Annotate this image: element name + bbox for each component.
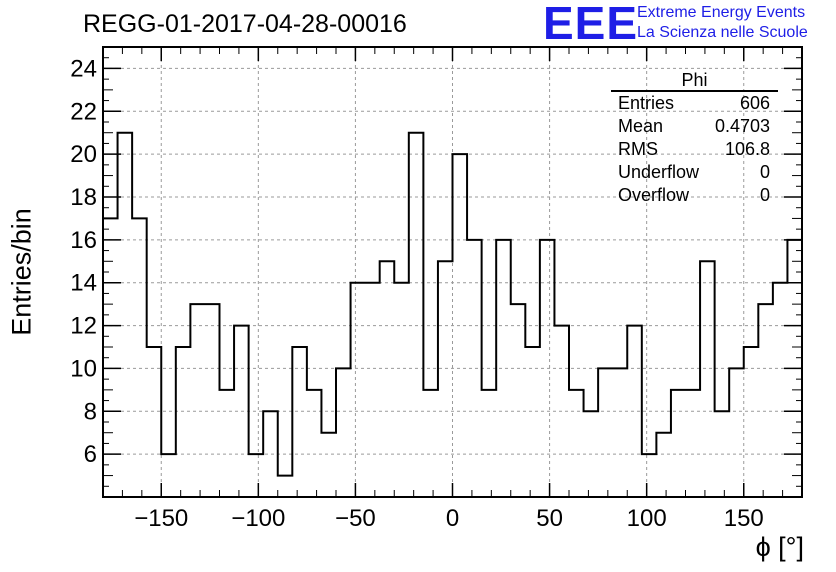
stats-row: Underflow 0 [611, 161, 778, 184]
y-tick-label: 18 [70, 184, 97, 211]
x-axis-label: ϕ [°] [755, 532, 804, 562]
y-tick-label: 6 [84, 441, 97, 468]
stats-row: Overflow 0 [611, 184, 778, 207]
y-tick-label: 10 [70, 355, 97, 382]
stats-value: 606 [739, 93, 770, 113]
y-tick-label: 8 [84, 398, 97, 425]
y-tick-label: 20 [70, 141, 97, 168]
y-tick-label: 12 [70, 313, 97, 340]
stats-value: 0 [759, 162, 770, 182]
stats-row: RMS 106.8 [611, 138, 778, 161]
stats-label: RMS [618, 139, 658, 159]
x-tick-label: −150 [134, 505, 188, 532]
stats-value: 0.4703 [714, 116, 770, 136]
x-tick-label: 0 [446, 505, 459, 532]
x-tick-label: 100 [627, 505, 667, 532]
y-tick-label: 22 [70, 98, 97, 125]
stats-label: Entries [618, 93, 675, 113]
histogram-step-line [103, 131, 802, 477]
chart-title: REGG-01-2017-04-28-00016 [83, 10, 407, 38]
stats-label: Underflow [618, 162, 700, 182]
x-tick-label: 50 [536, 505, 563, 532]
stats-row: Entries 606 [611, 92, 778, 115]
eee-logo: EEE [543, 0, 639, 49]
axis-tick-labels: −150 −100 −50 0 50 100 150 6 8 10 12 14 16 18 20 22 24 [70, 55, 763, 532]
stats-value: 0 [759, 185, 770, 205]
y-axis-label: Entries/bin [6, 208, 37, 336]
y-tick-label: 14 [70, 270, 97, 297]
stats-value: 106.8 [724, 139, 770, 159]
stats-label: Overflow [618, 185, 690, 205]
brand-line-2: La Scienza nelle Scuole [637, 24, 808, 41]
brand-line-1: Extreme Energy Events [637, 4, 806, 21]
y-tick-label: 16 [70, 227, 97, 254]
axis-ticks [103, 46, 802, 497]
stats-histogram-name: Phi [611, 70, 778, 92]
stats-row: Mean 0.4703 [611, 115, 778, 138]
x-tick-label: −50 [335, 505, 376, 532]
stats-label: Mean [618, 116, 664, 136]
x-tick-label: 150 [724, 505, 764, 532]
stats-box: Phi Entries 606 Mean 0.4703 RMS 106.8 Un… [611, 70, 778, 207]
y-tick-label: 24 [70, 55, 97, 82]
x-tick-label: −100 [231, 505, 285, 532]
